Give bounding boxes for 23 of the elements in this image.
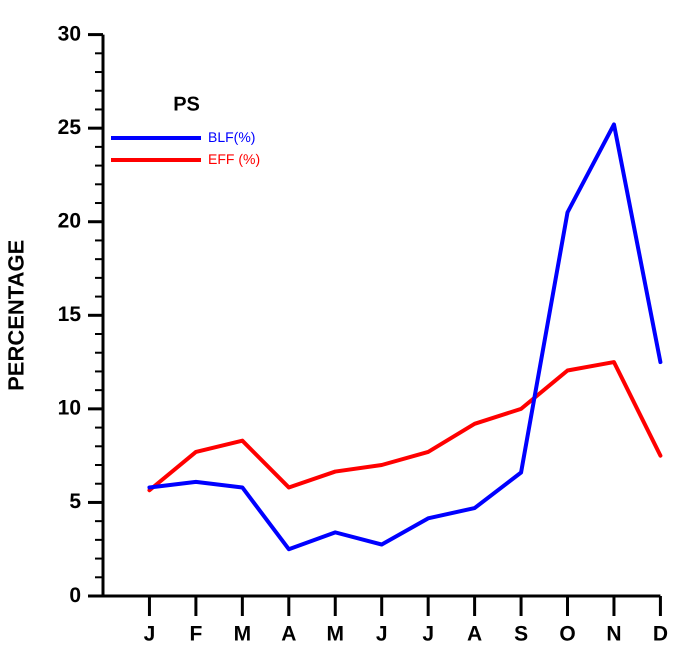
x-tick-label: D bbox=[652, 622, 668, 646]
x-tick-label: M bbox=[326, 622, 344, 646]
y-tick-label: 10 bbox=[58, 396, 81, 420]
x-tick-label: A bbox=[467, 622, 482, 646]
y-tick-label: 25 bbox=[58, 116, 82, 139]
y-tick-label: 0 bbox=[69, 584, 81, 607]
y-tick-label: 30 bbox=[58, 22, 81, 46]
y-tick-label: 20 bbox=[58, 210, 81, 233]
x-tick-label: J bbox=[422, 622, 434, 646]
x-tick-label: S bbox=[514, 622, 528, 646]
y-tick-label: 15 bbox=[58, 303, 82, 326]
x-tick-label: O bbox=[559, 622, 576, 646]
x-tick-label: F bbox=[189, 622, 202, 646]
y-tick-label: 5 bbox=[69, 490, 82, 514]
x-tick-label: A bbox=[281, 622, 296, 646]
x-tick-label: M bbox=[234, 622, 252, 646]
x-tick-label: N bbox=[606, 622, 622, 646]
y-axis-title: PERCENTAGE bbox=[3, 240, 28, 391]
x-tick-label: J bbox=[144, 622, 156, 646]
text: EFF (%) bbox=[208, 150, 260, 167]
x-tick-label: J bbox=[376, 622, 388, 646]
legend-title: PS bbox=[173, 94, 200, 116]
text: BLF(%) bbox=[208, 128, 256, 145]
